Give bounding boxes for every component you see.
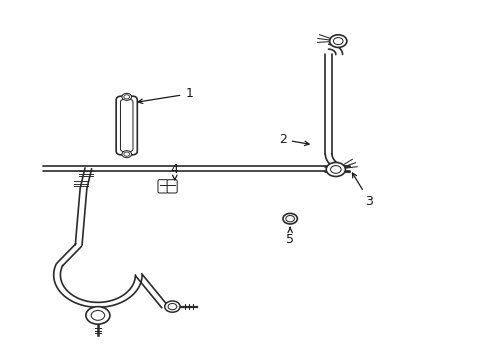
FancyBboxPatch shape [116,96,137,155]
Text: 4: 4 [170,163,179,180]
Circle shape [325,162,345,176]
Circle shape [168,303,176,310]
Circle shape [123,95,129,99]
Circle shape [123,152,129,156]
Circle shape [122,150,131,158]
Circle shape [330,166,341,173]
Text: 2: 2 [279,133,308,146]
FancyBboxPatch shape [158,180,168,193]
Circle shape [285,216,294,222]
Circle shape [86,307,110,324]
Circle shape [91,310,104,320]
FancyBboxPatch shape [120,99,133,152]
Text: 3: 3 [352,173,373,208]
Circle shape [283,213,297,224]
Circle shape [164,301,180,312]
Text: 1: 1 [138,87,193,103]
Circle shape [329,35,346,48]
Circle shape [122,93,131,100]
FancyBboxPatch shape [167,180,177,193]
Circle shape [333,37,343,45]
Text: 5: 5 [285,228,294,246]
